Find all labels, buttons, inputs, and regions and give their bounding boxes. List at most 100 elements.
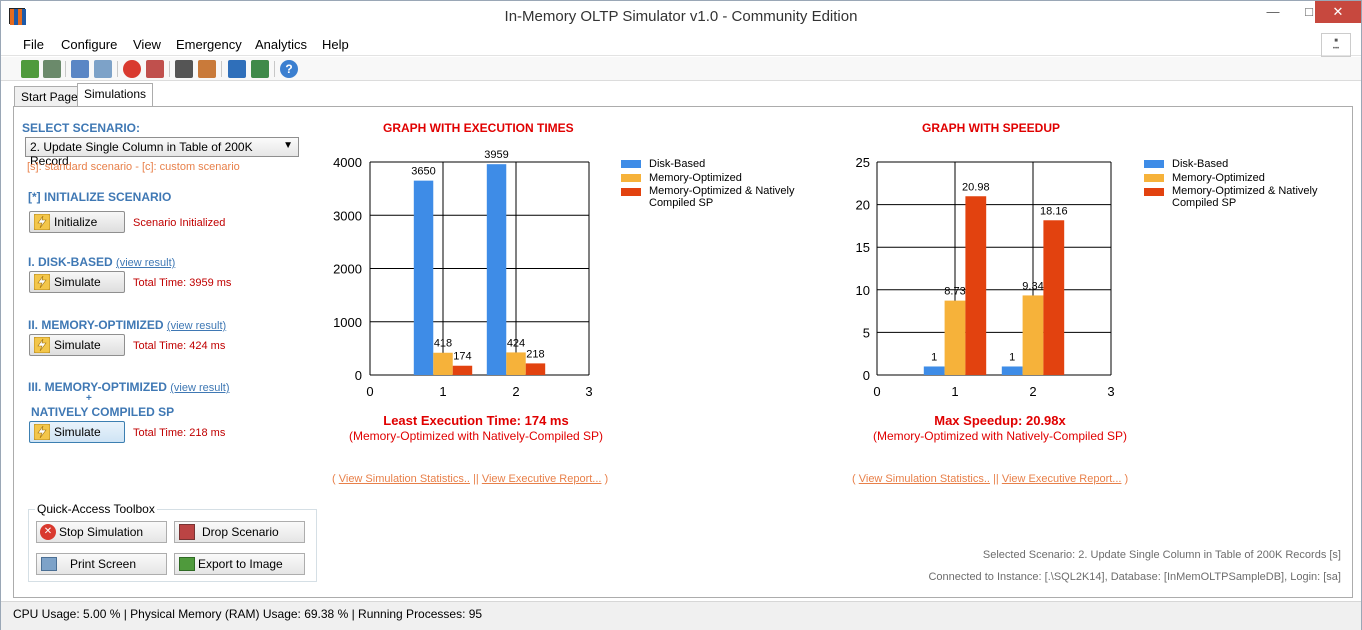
scenario-legend-note: [s]: standard scenario - [c]: custom sce… <box>27 161 240 173</box>
legend2-native-2: Compiled SP <box>1172 197 1237 209</box>
maximize-icon[interactable]: □ <box>1305 4 1313 19</box>
disk-simulate-button[interactable]: Simulate <box>29 271 125 293</box>
drop-icon[interactable] <box>146 60 164 78</box>
quick-access-toolbox <box>28 509 317 582</box>
x-tick-label: 0 <box>366 384 373 399</box>
legend-native-1: Memory-Optimized & Natively <box>649 185 795 197</box>
legend-mem: Memory-Optimized <box>649 172 742 184</box>
plus-sign: + <box>86 393 92 404</box>
menu-emergency[interactable]: Emergency <box>176 37 242 52</box>
tab-simulations[interactable]: Simulations <box>77 83 154 107</box>
x-tick-label: 1 <box>439 384 446 399</box>
bar-value-label: 20.98 <box>962 181 990 193</box>
native-simulate-button[interactable]: Simulate <box>29 421 125 443</box>
chart1-result-subtitle: (Memory-Optimized with Natively-Compiled… <box>348 429 604 443</box>
memory-optimized-heading-text: II. MEMORY-OPTIMIZED <box>28 318 164 332</box>
lightning-icon <box>34 214 50 230</box>
status-bar: CPU Usage: 5.00 % | Physical Memory (RAM… <box>1 601 1361 630</box>
disk-view-result-link[interactable]: (view result) <box>116 257 176 269</box>
bar <box>965 196 987 375</box>
stop-icon[interactable] <box>123 60 141 78</box>
least-execution-time: Least Execution Time: 174 ms <box>383 413 569 428</box>
bar-chart-icon[interactable] <box>228 60 246 78</box>
lightning-icon <box>34 337 50 353</box>
menu-analytics[interactable]: Analytics <box>255 37 308 52</box>
view-statistics-link[interactable]: View Simulation Statistics.. <box>338 473 470 485</box>
image-icon[interactable] <box>198 60 216 78</box>
selected-scenario-info: Selected Scenario: 2. Update Single Colu… <box>982 549 1341 561</box>
native-view-result-link[interactable]: (view result) <box>170 382 230 394</box>
native-total-time: Total Time: 218 ms <box>133 427 226 439</box>
legend2-swatch-native <box>1144 188 1164 196</box>
close-icon[interactable]: ✕ <box>1315 1 1361 23</box>
bar-value-label: 218 <box>526 348 544 360</box>
grid-icon[interactable] <box>175 60 193 78</box>
printer-icon <box>41 557 57 571</box>
bar-value-label: 424 <box>507 337 525 349</box>
bar <box>1001 366 1023 375</box>
stop-simulation-label: Stop Simulation <box>59 525 144 539</box>
menu-help[interactable]: Help <box>322 37 349 52</box>
view-report-link[interactable]: View Executive Report... <box>481 473 602 485</box>
x-tick-label: 2 <box>512 384 519 399</box>
window-title: In-Memory OLTP Simulator v1.0 - Communit… <box>504 8 858 25</box>
chart1-title: GRAPH WITH EXECUTION TIMES <box>383 121 574 135</box>
initialize-button-label: Initialize <box>54 215 98 229</box>
legend-swatch-native <box>621 188 641 196</box>
view-statistics-link-2[interactable]: View Simulation Statistics.. <box>858 473 990 485</box>
legend2-swatch-disk <box>1144 160 1164 168</box>
chart2-title: GRAPH WITH SPEEDUP <box>922 121 1061 135</box>
minimize-icon[interactable]: — <box>1266 4 1280 19</box>
bar <box>1022 295 1044 375</box>
chart1-links: ( View Simulation Statistics.. || View E… <box>332 473 608 485</box>
disk-simulate-label: Simulate <box>54 275 101 289</box>
menu-file[interactable]: File <box>23 37 44 52</box>
bar-value-label: 9.34 <box>1022 280 1043 292</box>
memory-optimized-heading: II. MEMORY-OPTIMIZED (view result) <box>28 318 226 332</box>
export-image-button[interactable]: Export to Image <box>174 553 305 575</box>
add-server-icon[interactable] <box>43 60 61 78</box>
report-icon[interactable] <box>251 60 269 78</box>
menu-configure[interactable]: Configure <box>61 37 118 52</box>
mem-simulate-button[interactable]: Simulate <box>29 334 125 356</box>
menu-bar: File Configure View Emergency Analytics … <box>1 32 1361 56</box>
y-tick-label: 5 <box>863 325 870 340</box>
stop-simulation-button[interactable]: ✕ Stop Simulation <box>36 521 167 543</box>
add-icon[interactable] <box>21 60 39 78</box>
bar <box>452 365 473 375</box>
vendor-logo: ■ ••• <box>1321 33 1351 57</box>
settings-icon[interactable] <box>94 60 112 78</box>
mem-simulate-label: Simulate <box>54 338 101 352</box>
print-screen-button[interactable]: Print Screen <box>36 553 167 575</box>
help-icon[interactable]: ? <box>280 60 298 78</box>
y-tick-label: 2000 <box>333 262 362 277</box>
window-icon[interactable] <box>71 60 89 78</box>
view-report-link-2[interactable]: View Executive Report... <box>1001 473 1122 485</box>
drop-scenario-button[interactable]: Drop Scenario <box>174 521 305 543</box>
bar-value-label: 3959 <box>484 149 508 161</box>
disk-total-time: Total Time: 3959 ms <box>133 277 232 289</box>
scenario-select-value: 2. Update Single Column in Table of 200K… <box>30 140 253 168</box>
native-heading-line2: NATIVELY COMPILED SP <box>31 405 175 419</box>
y-tick-label: 3000 <box>333 208 362 223</box>
simulations-panel <box>13 106 1353 598</box>
lightning-icon <box>34 274 50 290</box>
y-tick-label: 1000 <box>333 315 362 330</box>
x-tick-label: 1 <box>951 384 958 399</box>
chevron-down-icon: ▼ <box>283 140 293 151</box>
disk-based-heading: I. DISK-BASED (view result) <box>28 255 175 269</box>
menu-view[interactable]: View <box>133 37 161 52</box>
initialize-button[interactable]: Initialize <box>29 211 125 233</box>
drop-scenario-label: Drop Scenario <box>202 525 279 539</box>
legend-swatch-disk <box>621 160 641 168</box>
bar-value-label: 3650 <box>411 166 435 178</box>
native-heading-text: III. MEMORY-OPTIMIZED <box>28 380 167 394</box>
export-image-label: Export to Image <box>198 557 283 571</box>
bar <box>525 363 546 375</box>
scenario-select[interactable]: 2. Update Single Column in Table of 200K… <box>25 137 299 168</box>
legend2-mem: Memory-Optimized <box>1172 172 1265 184</box>
tab-start-page[interactable]: Start Page <box>14 86 85 107</box>
mem-view-result-link[interactable]: (view result) <box>166 320 227 332</box>
